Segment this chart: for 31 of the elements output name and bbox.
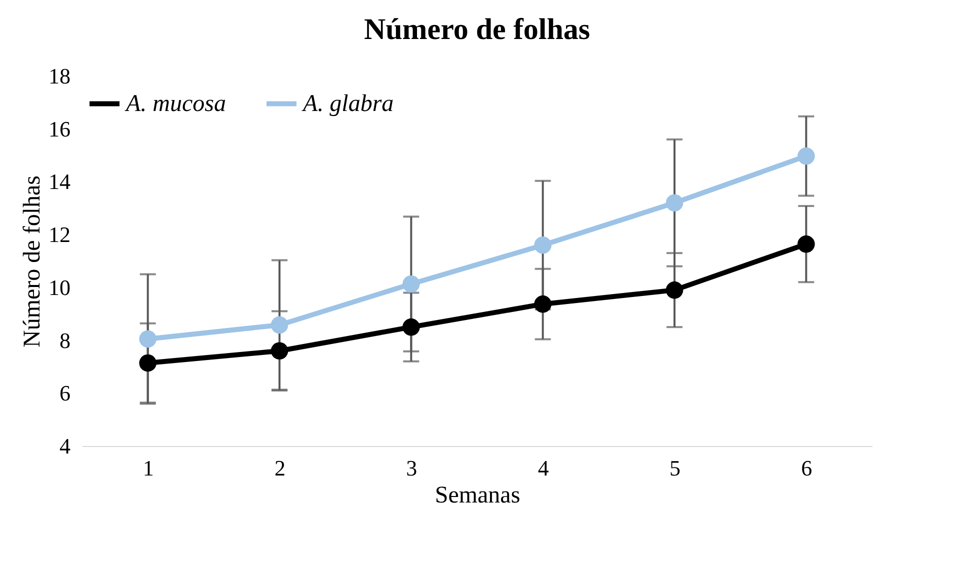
y-tick-label: 12 (48, 222, 70, 248)
point (139, 354, 156, 372)
x-tick-label: 6 (801, 456, 812, 480)
x-tick-label: 3 (406, 456, 418, 480)
point (534, 236, 552, 254)
point (270, 342, 288, 360)
y-axis-title: Número de folhas (20, 176, 46, 348)
x-tick-label: 2 (274, 456, 286, 480)
y-tick-label: 16 (48, 116, 70, 142)
y-tick-label: 18 (48, 64, 70, 88)
point (402, 318, 420, 336)
x-tick-label: 4 (538, 456, 549, 480)
y-tick-label: 10 (48, 274, 70, 300)
y-tick-label: 8 (60, 328, 70, 353)
point (798, 147, 815, 165)
legend-label: A. glabra (301, 90, 394, 117)
y-tick-label: 4 (60, 434, 70, 458)
x-tick-label: 5 (670, 456, 680, 480)
point (402, 275, 420, 293)
point (666, 194, 684, 212)
x-tick-label: 1 (142, 456, 154, 480)
chart-title: Número de folhas (364, 13, 590, 46)
x-axis-title: Semanas (434, 482, 520, 508)
y-tick-label: 14 (48, 169, 70, 194)
legend-label: A. mucosa (124, 90, 226, 117)
y-tick-label: 6 (60, 380, 70, 406)
point (139, 330, 156, 348)
point (666, 281, 684, 299)
point (270, 316, 288, 334)
point (534, 295, 552, 313)
point (798, 235, 815, 253)
